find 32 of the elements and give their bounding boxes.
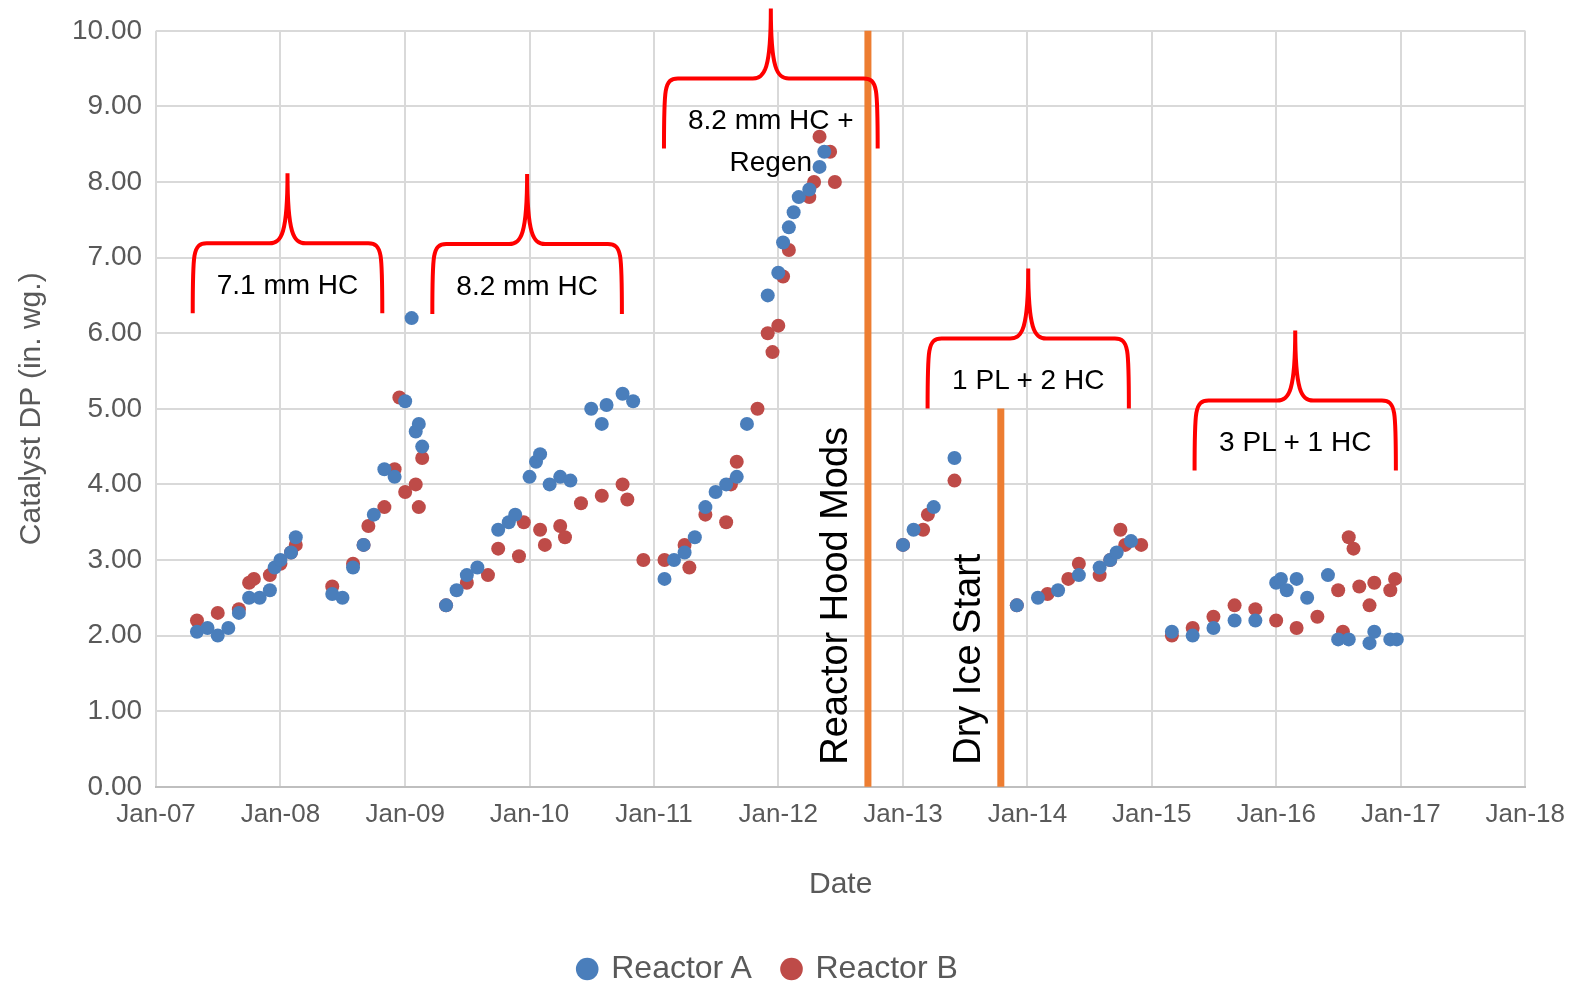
x-tick-label: Jan-14 [987,797,1068,828]
x-tick-label: Jan-13 [863,797,943,828]
x-tick-label: Jan-18 [1485,797,1565,828]
x-tick-label: Jan-10 [489,797,570,828]
x-tick-label: Jan-12 [738,797,819,828]
y-axis-title: Catalyst DP (in. wg.) [13,272,47,546]
y-tick-label: 7.00 [87,240,143,272]
y-tick-label: 6.00 [87,315,143,347]
legend-label: Reactor B [815,948,958,985]
y-tick-label: 2.00 [87,618,143,650]
annotation: 8.2 mm HC + Regen [687,104,854,178]
y-tick-label: 1.00 [87,693,143,725]
x-tick-label: Jan-09 [365,797,445,828]
y-tick-label: 3.00 [87,542,143,574]
ref-line-label: Dry Ice Start [946,553,989,765]
y-tick-label: 5.00 [87,391,143,423]
annotation: 8.2 mm HC [456,269,598,301]
annotation: 3 PL + 1 HC [1219,426,1372,458]
y-tick-label: 4.00 [87,467,143,499]
x-axis-title: Date [808,866,873,900]
x-tick-label: Jan-15 [1112,797,1192,828]
ref-line-label: Reactor Hood Mods [813,426,856,765]
y-tick-label: 8.00 [87,164,143,196]
annotation: 1 PL + 2 HC [952,364,1105,396]
y-tick-label: 9.00 [87,89,143,121]
x-tick-label: Jan-16 [1236,797,1316,828]
legend-label: Reactor A [611,948,753,985]
x-tick-label: Jan-11 [615,797,693,828]
annotation: 7.1 mm HC [216,269,359,301]
y-tick-label: 10.00 [71,13,143,45]
x-tick-label: Jan-08 [240,797,321,828]
x-tick-label: Jan-17 [1361,797,1441,828]
